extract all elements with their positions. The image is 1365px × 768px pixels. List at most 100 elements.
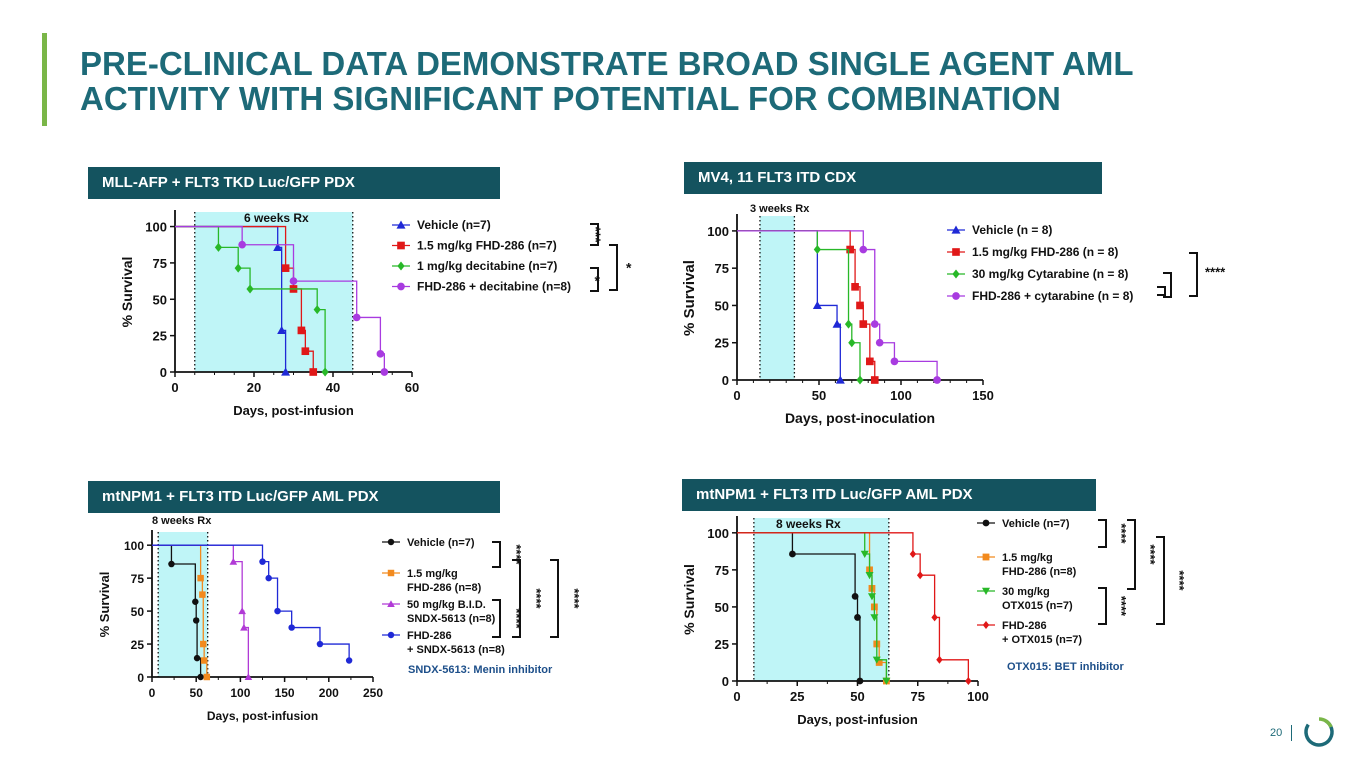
chart4-series-3-point — [872, 656, 881, 664]
chart2-y-tick-label: 75 — [715, 261, 729, 276]
chart2-series-4-point — [933, 376, 941, 384]
chart3-series-1-point — [192, 617, 200, 624]
chart2-series-4-point — [859, 245, 868, 254]
chart3-y-tick-label: 0 — [137, 671, 144, 685]
chart3-series-2-point — [203, 673, 211, 681]
chart4-x-tick-label: 25 — [790, 689, 804, 704]
chart3-significance-label: **** — [529, 588, 544, 609]
chart3-legend-marker — [387, 569, 395, 577]
chart1-series-4-point — [380, 368, 389, 376]
chart1-series-3-point — [214, 242, 223, 252]
chart2-rx-label: 3 weeks Rx — [750, 203, 810, 215]
chart1-significance-label: * — [595, 273, 601, 289]
chart4-series-3-point — [882, 677, 891, 685]
chart1-legend-marker — [397, 282, 405, 291]
chart1-legend-marker — [397, 241, 405, 250]
chart1-significance-bracket — [590, 267, 599, 292]
chart2-significance-bracket — [1189, 252, 1198, 297]
chart2-significance-label: **** — [1205, 265, 1226, 280]
chart3-significance-bracket — [492, 541, 501, 568]
chart3-legend-label-line2: SNDX-5613 (n=8) — [407, 613, 496, 625]
chart2-rx-band — [759, 216, 795, 380]
chart3-legend-marker — [387, 538, 395, 546]
chart1-y-tick-label: 25 — [153, 329, 167, 344]
slide-title-line1: PRE-CLINICAL DATA DEMONSTRATE BROAD SING… — [80, 45, 1134, 82]
chart4-series-2-point — [875, 659, 883, 666]
chart4-significance-bracket — [1098, 519, 1107, 548]
chart4-significance-bracket — [1127, 519, 1136, 590]
chart2-series-4-point — [890, 357, 899, 366]
chart2-legend-marker — [952, 292, 960, 300]
chart4-legend-label-line2: + OTX015 (n=7) — [1002, 634, 1082, 646]
chart3-series-1-point — [168, 560, 175, 568]
chart4-series-1-point — [856, 677, 864, 685]
survival-chart-1: 6 weeks Rx 0 25 50 75 100 0 20 40 60 Days, post-in… — [119, 210, 632, 418]
chart3-x-tick-label: 100 — [230, 686, 250, 700]
chart2-legend-label: 1.5 mg/kg FHD-286 (n = 8) — [972, 245, 1118, 259]
chart1-x-tick-label: 60 — [405, 380, 419, 395]
chart4-y-tick-label: 75 — [715, 563, 729, 578]
chart4-series-4-point — [936, 655, 943, 664]
chart4-series-3-point — [865, 571, 874, 580]
chart3-significance-label: **** — [509, 544, 524, 565]
chart4-series-1-point — [851, 592, 859, 600]
chart3-y-tick-label: 100 — [124, 539, 144, 553]
chart3-significance-label: **** — [509, 608, 524, 629]
chart2-series-2-line — [737, 230, 876, 380]
chart4-rx-band — [753, 518, 889, 681]
chart4-series-4-point — [965, 677, 972, 685]
chart3-significance-bracket — [492, 599, 501, 638]
survival-chart-3: 8 weeks Rx 0 25 50 75 100 0 50 100 150 200 250 Days,… — [97, 515, 582, 723]
chart4-x-tick-label: 50 — [850, 689, 864, 704]
chart2-series-2-point — [846, 245, 854, 254]
chart3-x-tick-label: 50 — [190, 686, 204, 700]
chart4-series-1-point — [854, 614, 861, 621]
chart3-legend-label: Vehicle (n=7) — [407, 537, 475, 549]
chart1-legend-label: 1.5 mg/kg FHD-286 (n=7) — [417, 239, 557, 253]
chart3-series-2-point — [200, 657, 208, 664]
chart4-legend-label-line1: 1.5 mg/kg — [1002, 552, 1053, 564]
chart3-legend-label-line2: + SNDX-5613 (n=8) — [407, 644, 505, 656]
chart4-significance-label: **** — [1114, 523, 1129, 544]
chart3-y-axis-label: % Survival — [97, 572, 112, 638]
chart1-x-tick-label: 20 — [247, 380, 261, 395]
chart4-series-4-point — [909, 550, 917, 559]
chart3-legend-marker — [387, 631, 395, 639]
chart2-significance-bracket — [1163, 272, 1172, 298]
chart2-series-4-point — [870, 320, 879, 328]
chart1-series-4-point — [352, 313, 361, 322]
chart1-y-tick-label: 0 — [160, 365, 167, 380]
chart4-legend-label-line1: FHD-286 — [1002, 620, 1047, 632]
chart2-significance-bracket — [1157, 286, 1166, 296]
page-number-divider — [1291, 725, 1292, 741]
chart2-series-1-point — [832, 319, 842, 328]
chart1-series-3-point — [246, 284, 254, 294]
chart4-legend-marker — [982, 553, 990, 561]
chart4-series-3-point — [867, 593, 876, 601]
chart1-banner: MLL-AFP + FLT3 TKD Luc/GFP PDX — [88, 167, 500, 199]
chart2-legend-label: 30 mg/kg Cytarabine (n = 8) — [972, 267, 1128, 281]
chart1-series-2-point — [297, 326, 306, 335]
chart2-y-tick-label: 25 — [715, 336, 729, 351]
chart3-rx-band — [158, 532, 208, 677]
chart3-series-3-point — [244, 673, 253, 681]
page-number: 20 — [1270, 727, 1283, 739]
chart4-x-tick-label: 100 — [967, 689, 989, 704]
chart1-legend-marker — [397, 261, 405, 271]
chart2-legend-marker — [951, 225, 961, 234]
chart1-x-tick-label: 40 — [326, 380, 340, 395]
chart2-banner: MV4, 11 FLT3 ITD CDX — [684, 162, 1102, 194]
chart1-series-3-point — [313, 305, 321, 315]
chart3-legend-label-line1: 1.5 mg/kg — [407, 568, 458, 580]
chart3-series-2-point — [200, 640, 207, 648]
chart1-series-1-point — [277, 325, 287, 334]
chart1-y-axis-label: % Survival — [119, 257, 135, 328]
company-logo-icon — [1304, 717, 1334, 747]
chart2-series-3-point — [813, 245, 821, 255]
chart1-y-tick-label: 50 — [153, 292, 167, 307]
chart3-significance-label: **** — [567, 588, 582, 609]
chart4-rx-label: 8 weeks Rx — [776, 517, 841, 531]
chart1-series-3-point — [234, 263, 242, 273]
chart4-series-1-point — [789, 550, 796, 558]
chart3-x-tick-label: 0 — [149, 686, 156, 700]
